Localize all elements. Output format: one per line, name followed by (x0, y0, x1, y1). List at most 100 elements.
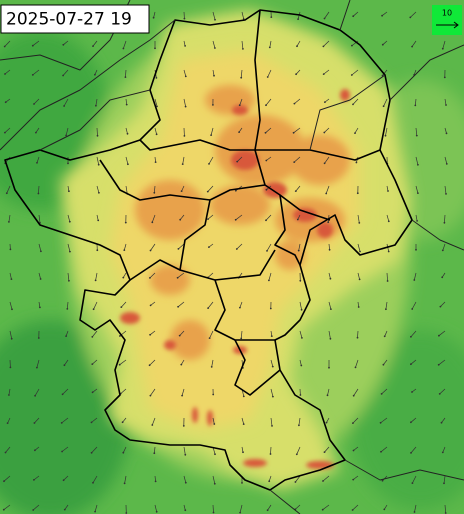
wind-arrow (357, 330, 359, 338)
wind-arrow (265, 127, 272, 134)
wind-arrow-head (39, 306, 41, 309)
wind-arrow (328, 301, 332, 310)
wind-arrow-head (33, 103, 35, 105)
wind-arrow-head (266, 250, 268, 252)
wind-arrow (149, 359, 156, 366)
wind-arrow (4, 69, 11, 75)
wind-arrow-head (242, 48, 244, 50)
wind-arrow-head (184, 481, 187, 484)
wind-arrow-head (155, 77, 158, 79)
wind-arrow-head (98, 191, 100, 194)
wind-arrow-head (213, 482, 216, 485)
wind-arrow-head (90, 421, 93, 424)
wind-arrow (62, 69, 69, 76)
wind-arrow-head (439, 305, 442, 308)
wind-arrow-head (212, 511, 215, 514)
wind-arrow (32, 504, 40, 511)
wind-arrow-head (444, 512, 447, 514)
wind-arrow (411, 301, 417, 310)
wind-arrow (265, 98, 272, 106)
wind-arrow-head (65, 335, 67, 337)
wind-arrow (66, 301, 69, 309)
wind-arrow (61, 417, 69, 424)
wind-arrow-head (181, 394, 184, 397)
wind-arrow (6, 185, 11, 194)
wind-arrow (8, 214, 11, 222)
red-patches (120, 89, 350, 469)
wind-arrow-head (65, 134, 67, 137)
wind-arrow-head (445, 193, 447, 195)
wind-arrow-head (240, 76, 243, 79)
wind-arrow-head (438, 334, 440, 337)
wind-arrow (414, 504, 417, 513)
wind-arrow-head (39, 278, 42, 280)
wind-arrow (96, 185, 100, 193)
wind-arrow-head (184, 509, 187, 512)
wind-arrow (63, 475, 69, 481)
wind-arrow-head (127, 163, 129, 166)
wind-arrow (354, 127, 359, 134)
wind-arrow-head (416, 220, 418, 222)
wind-arrow-head (445, 163, 448, 165)
wind-arrow-head (61, 393, 64, 396)
wind-arrow (211, 359, 214, 367)
wind-arrow-head (352, 103, 354, 106)
wind-arrow-head (153, 191, 156, 194)
wind-arrow-head (330, 308, 332, 310)
wind-arrow (33, 475, 40, 481)
wind-arrow (442, 446, 446, 453)
wind-arrow (240, 69, 243, 78)
wind-arrow (3, 475, 11, 482)
wind-arrow (183, 446, 186, 455)
wind-arrow-head (208, 246, 210, 249)
wind-arrow-head (358, 278, 361, 281)
wind-arrow (65, 127, 69, 136)
wind-arrow (4, 127, 11, 133)
wind-arrow-head (350, 74, 353, 76)
wind-arrow (413, 272, 417, 281)
wind-arrow (383, 359, 388, 365)
wind-arrow-head (325, 192, 328, 195)
wind-arrow-head (5, 192, 8, 195)
wind-arrow (62, 388, 69, 395)
wind-arrow-head (301, 337, 303, 339)
wind-arrow-head (34, 449, 36, 452)
wind-arrow-head (123, 249, 126, 252)
wind-arrow (444, 214, 446, 223)
wind-arrow-head (155, 510, 158, 513)
wind-arrow-head (239, 511, 242, 514)
wind-arrow (293, 127, 301, 134)
wind-arrow (324, 156, 330, 164)
wind-arrow (438, 330, 446, 336)
wind-arrow (153, 11, 156, 18)
wind-arrow (153, 185, 156, 193)
wind-arrow-head (354, 132, 356, 135)
wind-arrow-head (40, 250, 42, 253)
wind-arrow-head (91, 336, 94, 338)
wind-arrow (353, 388, 359, 396)
wind-arrow-head (212, 393, 215, 396)
wind-arrow (207, 214, 214, 220)
wind-arrow-head (354, 366, 357, 369)
wind-arrow (415, 185, 419, 194)
wind-arrow-head (268, 279, 270, 282)
wind-arrow-head (241, 482, 243, 484)
wind-arrow (324, 446, 330, 453)
wind-arrow-head (179, 218, 182, 221)
wind-arrow (183, 69, 187, 77)
wind-arrow-head (33, 422, 36, 424)
wind-arrow (410, 330, 417, 338)
wind-arrow (36, 156, 40, 163)
wind-arrow-head (239, 306, 241, 309)
wind-arrow-head (151, 221, 154, 224)
wind-arrow (382, 69, 388, 76)
wind-arrow (179, 330, 185, 336)
wind-arrow (9, 330, 13, 339)
wind-arrow (414, 98, 417, 106)
wind-arrow-head (352, 15, 355, 18)
wind-arrow-head (295, 73, 297, 76)
wind-arrow (61, 446, 69, 452)
wind-arrow (64, 359, 69, 366)
wind-arrow (324, 127, 330, 133)
wind-arrow-head (352, 394, 355, 397)
